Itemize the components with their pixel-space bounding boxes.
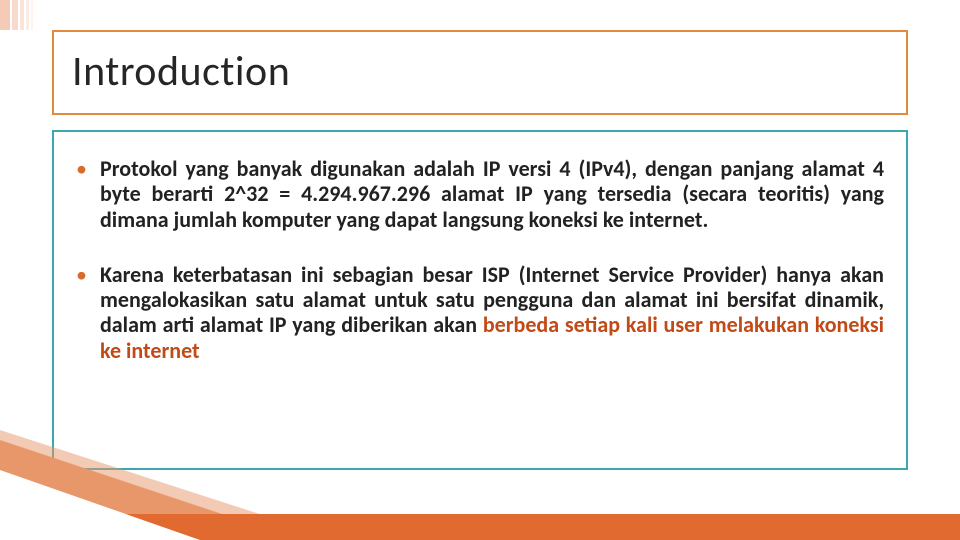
- bullet-text: Karena keterbatasan ini sebagian besar I…: [100, 262, 884, 363]
- slide-title: Introduction: [72, 46, 888, 97]
- content-box: • Protokol yang banyak digunakan adalah …: [52, 130, 908, 470]
- bullet-number: 4.294.967.296: [301, 180, 430, 207]
- bullet-item: • Protokol yang banyak digunakan adalah …: [76, 156, 884, 232]
- title-box: Introduction: [52, 30, 908, 115]
- bullet-item: • Karena keterbatasan ini sebagian besar…: [76, 262, 884, 363]
- bottom-decoration: [0, 490, 960, 540]
- slide: Introduction • Protokol yang banyak digu…: [0, 0, 960, 540]
- bullet-marker: •: [76, 156, 100, 232]
- top-left-stripes: [0, 0, 150, 30]
- bullet-marker: •: [76, 262, 100, 363]
- bullet-text: Protokol yang banyak digunakan adalah IP…: [100, 156, 884, 232]
